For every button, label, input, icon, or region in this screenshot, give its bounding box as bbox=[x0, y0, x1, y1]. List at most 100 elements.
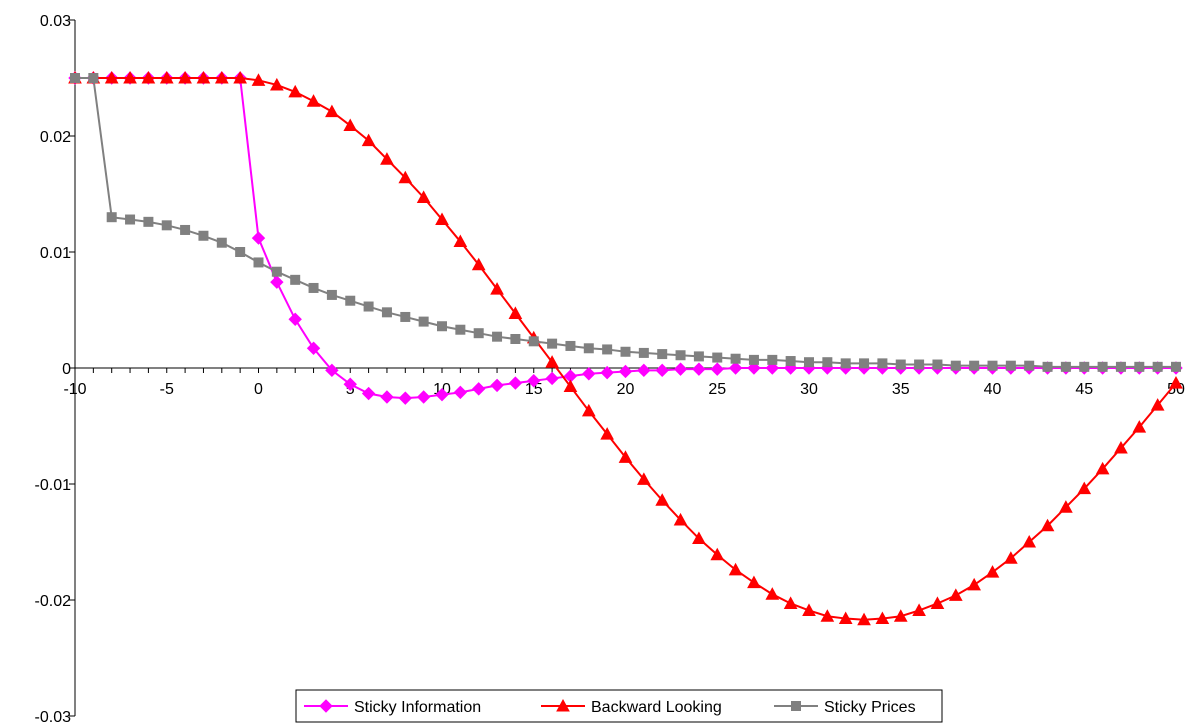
backward-looking-point bbox=[930, 596, 945, 609]
x-tick-label: 40 bbox=[984, 381, 1002, 398]
sticky-prices-point bbox=[1097, 361, 1108, 372]
backward-looking-point bbox=[251, 73, 266, 86]
y-tick-label: -0.02 bbox=[35, 593, 72, 610]
sticky-prices-point bbox=[1115, 361, 1126, 372]
sticky-prices-point bbox=[1079, 361, 1090, 372]
legend-label: Backward Looking bbox=[591, 699, 722, 716]
sticky-prices-point bbox=[381, 307, 392, 318]
sticky-information-point bbox=[508, 376, 523, 390]
sticky-information-point bbox=[728, 361, 743, 375]
backward-looking-point bbox=[288, 84, 303, 98]
backward-looking-point bbox=[747, 575, 761, 589]
backward-looking-point bbox=[380, 152, 394, 165]
backward-looking-series bbox=[68, 70, 1183, 626]
sticky-prices-point bbox=[70, 73, 80, 83]
sticky-prices-point bbox=[473, 328, 484, 339]
backward-looking-point bbox=[490, 282, 504, 295]
sticky-prices-point bbox=[180, 224, 191, 235]
sticky-information-point bbox=[582, 367, 596, 381]
backward-looking-point bbox=[508, 306, 523, 319]
sticky-prices-point bbox=[840, 358, 851, 369]
sticky-prices-point bbox=[822, 357, 833, 368]
backward-looking-point bbox=[123, 70, 137, 84]
sticky-prices-point bbox=[950, 360, 961, 371]
x-tick-label: 25 bbox=[708, 381, 726, 398]
sticky-prices-point bbox=[712, 352, 723, 363]
sticky-prices-point bbox=[1134, 361, 1145, 372]
sticky-prices-point bbox=[1060, 361, 1071, 372]
sticky-information-point bbox=[325, 363, 339, 378]
sticky-information-point bbox=[655, 363, 669, 378]
backward-looking-point bbox=[655, 493, 670, 506]
x-tick-label: 45 bbox=[1075, 381, 1093, 398]
sticky-information-point bbox=[637, 363, 651, 378]
backward-looking-point bbox=[912, 603, 926, 616]
y-tick-label: 0.02 bbox=[40, 129, 71, 146]
sticky-prices-point bbox=[88, 73, 99, 83]
sticky-prices-point bbox=[969, 360, 980, 371]
sticky-prices-point bbox=[510, 334, 521, 344]
backward-looking-point bbox=[637, 472, 651, 485]
backward-looking-point bbox=[985, 565, 1000, 578]
sticky-prices-point bbox=[1024, 360, 1035, 371]
sticky-prices-point bbox=[657, 349, 668, 360]
sticky-prices-point bbox=[198, 230, 209, 241]
sticky-information-point bbox=[398, 391, 413, 405]
backward-looking-point bbox=[1169, 376, 1183, 389]
sticky-prices-point bbox=[804, 357, 814, 368]
sticky-prices-point bbox=[418, 316, 429, 327]
sticky-prices-point bbox=[693, 351, 704, 362]
sticky-information-point bbox=[435, 387, 449, 402]
sticky-information-point bbox=[270, 275, 284, 289]
backward-looking-point bbox=[765, 587, 780, 600]
x-tick-label: 15 bbox=[525, 381, 543, 398]
sticky-prices-series bbox=[70, 73, 1181, 372]
backward-looking-point bbox=[728, 562, 743, 576]
backward-looking-point bbox=[967, 577, 981, 591]
backward-looking-point bbox=[361, 133, 376, 147]
legend-swatch-marker bbox=[319, 699, 333, 713]
sticky-information-point bbox=[692, 362, 706, 376]
x-tick-label: -10 bbox=[63, 381, 86, 398]
backward-looking-point bbox=[581, 403, 596, 417]
sticky-prices-point bbox=[161, 220, 172, 231]
sticky-prices-point bbox=[675, 350, 686, 361]
y-tick-label: 0.03 bbox=[40, 13, 71, 30]
sticky-information-point bbox=[527, 374, 541, 388]
y-tick-label: 0 bbox=[62, 361, 71, 378]
sticky-prices-point bbox=[253, 257, 264, 268]
sticky-prices-point bbox=[455, 324, 466, 335]
sticky-prices-point bbox=[785, 356, 796, 367]
legend-swatch-marker bbox=[556, 698, 570, 712]
legend-entry-sticky-information: Sticky Information bbox=[304, 699, 481, 716]
backward-looking-point bbox=[471, 257, 486, 271]
sticky-prices-line bbox=[75, 77, 1176, 368]
y-tick-label: 0.01 bbox=[40, 245, 71, 262]
sticky-information-point bbox=[288, 312, 302, 326]
backward-looking-point bbox=[453, 234, 468, 248]
backward-looking-point bbox=[948, 588, 963, 601]
sticky-information-point bbox=[618, 364, 633, 379]
x-tick-label: 30 bbox=[800, 381, 818, 398]
backward-looking-point bbox=[416, 190, 431, 203]
backward-looking-point bbox=[159, 70, 174, 84]
sticky-information-point bbox=[710, 362, 724, 376]
legend-entry-backward-looking: Backward Looking bbox=[541, 698, 722, 716]
backward-looking-point bbox=[893, 609, 908, 622]
sticky-information-point bbox=[380, 390, 394, 404]
sticky-prices-point bbox=[932, 359, 943, 370]
backward-looking-point bbox=[233, 70, 247, 84]
x-tick-label: 35 bbox=[892, 381, 910, 398]
backward-looking-point bbox=[783, 596, 798, 609]
sticky-information-point bbox=[600, 365, 614, 380]
sticky-information-point bbox=[545, 371, 559, 386]
sticky-information-point bbox=[490, 378, 504, 393]
legend-label: Sticky Prices bbox=[824, 699, 916, 716]
sticky-prices-point bbox=[235, 247, 246, 257]
backward-looking-point bbox=[270, 77, 284, 91]
sticky-prices-point bbox=[106, 212, 117, 223]
sticky-prices-point bbox=[748, 354, 759, 365]
sticky-information-point bbox=[251, 231, 266, 245]
sticky-prices-point bbox=[1171, 361, 1181, 372]
